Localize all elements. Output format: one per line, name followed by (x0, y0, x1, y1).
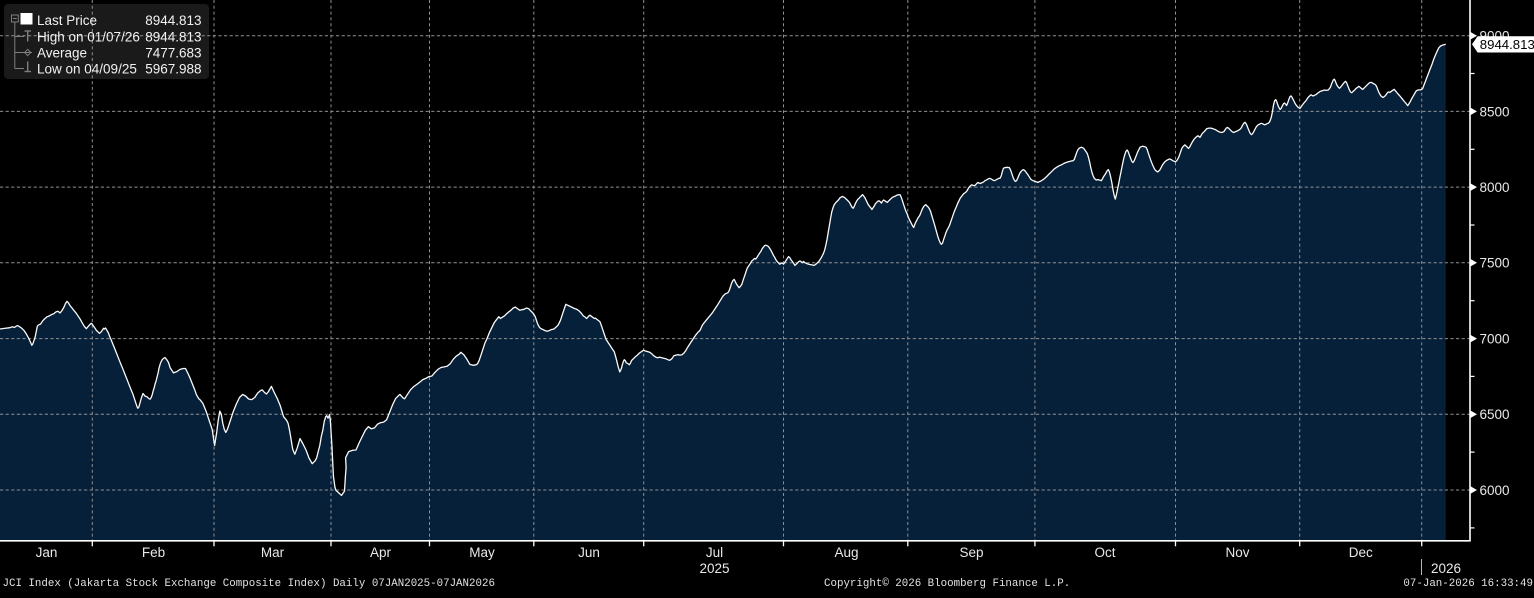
svg-text:6500: 6500 (1480, 407, 1510, 422)
svg-text:7000: 7000 (1480, 332, 1510, 347)
svg-text:6000: 6000 (1480, 483, 1510, 498)
svg-text:8944.813: 8944.813 (145, 13, 201, 28)
svg-text:Jul: Jul (706, 545, 723, 560)
svg-text:8500: 8500 (1480, 104, 1510, 119)
svg-text:8944.813: 8944.813 (1480, 37, 1534, 52)
svg-text:Nov: Nov (1225, 545, 1249, 560)
svg-text:Dec: Dec (1349, 545, 1373, 560)
svg-text:5967.988: 5967.988 (145, 62, 201, 77)
svg-text:High on 01/07/26: High on 01/07/26 (37, 29, 140, 44)
svg-text:Jun: Jun (578, 545, 600, 560)
svg-text:Last Price: Last Price (37, 13, 97, 28)
svg-text:Mar: Mar (261, 545, 285, 560)
svg-text:Aug: Aug (834, 545, 858, 560)
svg-text:2026: 2026 (1431, 561, 1461, 576)
svg-text:8944.813: 8944.813 (145, 29, 201, 44)
svg-text:May: May (469, 545, 495, 560)
svg-text:Low on 04/09/25: Low on 04/09/25 (37, 62, 137, 77)
svg-text:7500: 7500 (1480, 256, 1510, 271)
svg-text:7477.683: 7477.683 (145, 45, 201, 60)
svg-text:Oct: Oct (1094, 545, 1115, 560)
svg-text:Jan: Jan (36, 545, 58, 560)
svg-text:Sep: Sep (959, 545, 983, 560)
svg-text:8000: 8000 (1480, 180, 1510, 195)
svg-text:2025: 2025 (699, 561, 729, 576)
svg-text:Feb: Feb (142, 545, 165, 560)
svg-text:Average: Average (37, 45, 87, 60)
svg-text:Apr: Apr (370, 545, 392, 560)
